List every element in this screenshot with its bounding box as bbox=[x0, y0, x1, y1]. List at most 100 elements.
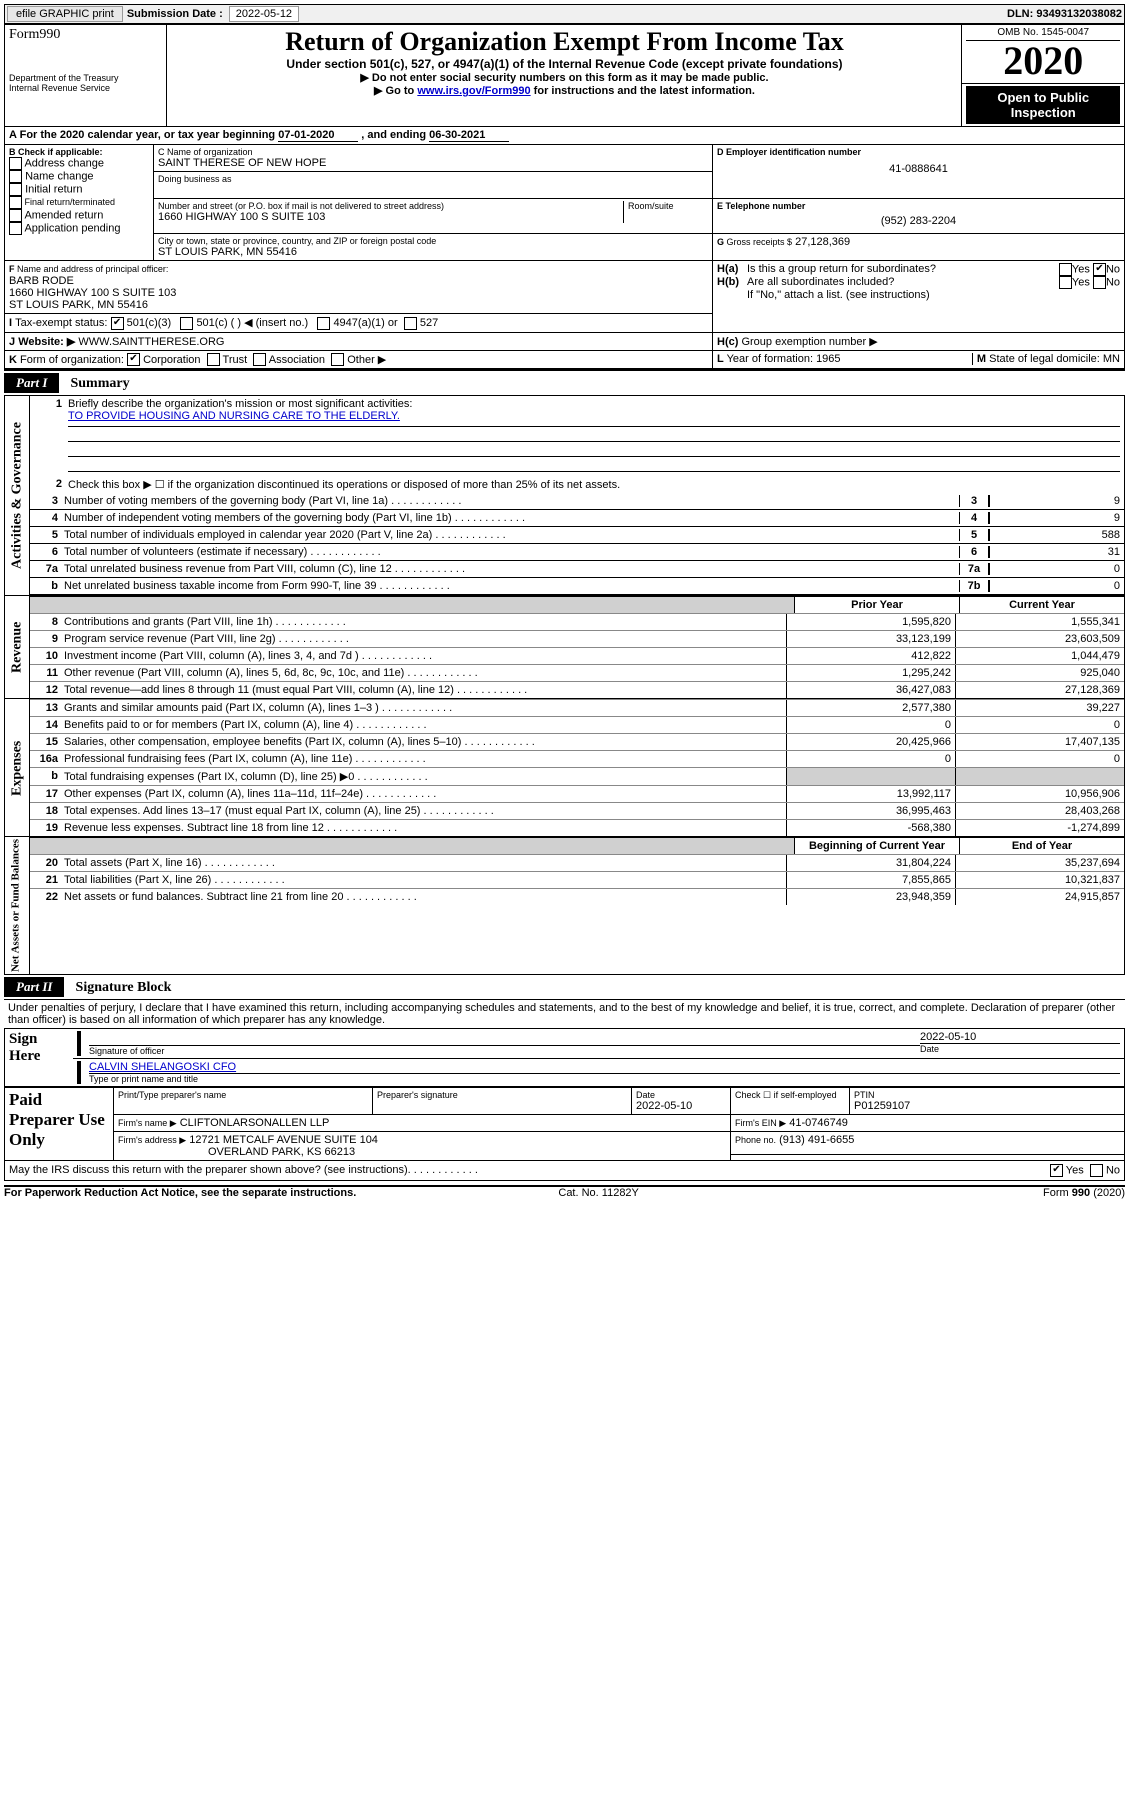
ein-value: 41-0888641 bbox=[717, 157, 1120, 181]
preparer-date: 2022-05-10 bbox=[636, 1100, 726, 1112]
signature-table: Sign Here Signature of officer 2022-05-1… bbox=[4, 1028, 1125, 1087]
hb-note: If "No," attach a list. (see instruction… bbox=[717, 289, 1120, 301]
efile-print-button[interactable]: efile GRAPHIC print bbox=[7, 6, 123, 22]
officer-label: Name and address of principal officer: bbox=[17, 264, 168, 274]
chk-application-pending[interactable]: Application pending bbox=[9, 222, 149, 235]
cat-no: Cat. No. 11282Y bbox=[558, 1187, 639, 1199]
chk-assoc[interactable] bbox=[253, 353, 266, 366]
firm-phone-label: Phone no. bbox=[735, 1135, 776, 1145]
phone-value: (952) 283-2204 bbox=[717, 211, 1120, 231]
ha-label: Is this a group return for subordinates? bbox=[747, 263, 1059, 276]
line2-text: Check this box ▶ ☐ if the organization d… bbox=[68, 478, 1120, 491]
form-subtitle: Under section 501(c), 527, or 4947(a)(1)… bbox=[171, 57, 957, 71]
mission-text[interactable]: TO PROVIDE HOUSING AND NURSING CARE TO T… bbox=[68, 410, 400, 422]
hb-yes[interactable] bbox=[1059, 276, 1072, 289]
part1-table: Activities & Governance 1Briefly describ… bbox=[4, 395, 1125, 975]
summary-row: 3 Number of voting members of the govern… bbox=[30, 493, 1124, 510]
financial-row: 12Total revenue—add lines 8 through 11 (… bbox=[30, 681, 1124, 698]
financial-row: 11Other revenue (Part VIII, column (A), … bbox=[30, 664, 1124, 681]
chk-527[interactable] bbox=[404, 317, 417, 330]
hb-no[interactable] bbox=[1093, 276, 1106, 289]
form990-link[interactable]: www.irs.gov/Form990 bbox=[417, 85, 530, 97]
chk-corp[interactable] bbox=[127, 353, 140, 366]
chk-name-change[interactable]: Name change bbox=[9, 170, 149, 183]
city-label: City or town, state or province, country… bbox=[158, 236, 708, 246]
ein-label: Employer identification number bbox=[726, 147, 861, 157]
ha-yes[interactable] bbox=[1059, 263, 1072, 276]
form-title: Return of Organization Exempt From Incom… bbox=[171, 27, 957, 57]
firm-addr1: 12721 METCALF AVENUE SUITE 104 bbox=[189, 1134, 378, 1146]
officer-sig-name[interactable]: CALVIN SHELANGOSKI CFO bbox=[89, 1061, 236, 1073]
chk-4947[interactable] bbox=[317, 317, 330, 330]
phone-label: Telephone number bbox=[726, 201, 806, 211]
sign-here-label: Sign Here bbox=[9, 1031, 69, 1065]
submission-date-value: 2022-05-12 bbox=[229, 6, 299, 22]
firm-phone: (913) 491-6655 bbox=[779, 1134, 854, 1146]
officer-addr2: ST LOUIS PARK, MN 55416 bbox=[9, 299, 148, 311]
financial-row: 10Investment income (Part VIII, column (… bbox=[30, 647, 1124, 664]
gross-receipts-label: Gross receipts $ bbox=[727, 237, 793, 247]
discuss-yes[interactable] bbox=[1050, 1164, 1063, 1177]
year-formation: 1965 bbox=[816, 353, 840, 365]
city-value: ST LOUIS PARK, MN 55416 bbox=[158, 246, 708, 258]
part1-title: Summary bbox=[70, 376, 129, 392]
chk-amended-return[interactable]: Amended return bbox=[9, 209, 149, 222]
financial-row: 18Total expenses. Add lines 13–17 (must … bbox=[30, 802, 1124, 819]
website-label: Website: ▶ bbox=[18, 336, 75, 348]
addr-value: 1660 HIGHWAY 100 S SUITE 103 bbox=[158, 211, 623, 223]
discuss-no[interactable] bbox=[1090, 1164, 1103, 1177]
col-prior-year: Prior Year bbox=[794, 597, 959, 613]
gross-receipts-value: 27,128,369 bbox=[795, 236, 850, 248]
check-applicable-label: Check if applicable: bbox=[18, 147, 103, 157]
chk-final-return[interactable]: Final return/terminated bbox=[9, 196, 149, 209]
chk-other[interactable] bbox=[331, 353, 344, 366]
sig-name-label: Type or print name and title bbox=[89, 1074, 1120, 1084]
financial-row: bTotal fundraising expenses (Part IX, co… bbox=[30, 767, 1124, 785]
chk-address-change[interactable]: Address change bbox=[9, 157, 149, 170]
financial-row: 17Other expenses (Part IX, column (A), l… bbox=[30, 785, 1124, 802]
summary-row: 5 Total number of individuals employed i… bbox=[30, 527, 1124, 544]
chk-trust[interactable] bbox=[207, 353, 220, 366]
firm-addr2: OVERLAND PARK, KS 66213 bbox=[118, 1146, 355, 1158]
ha-no[interactable] bbox=[1093, 263, 1106, 276]
summary-row: b Net unrelated business taxable income … bbox=[30, 578, 1124, 595]
form-org-label: Form of organization: bbox=[20, 354, 124, 366]
org-name: SAINT THERESE OF NEW HOPE bbox=[158, 157, 708, 169]
form-number: 990 bbox=[39, 27, 60, 42]
dln-value: DLN: 93493132038082 bbox=[1007, 8, 1122, 20]
preparer-table: Paid Preparer Use Only Print/Type prepar… bbox=[4, 1087, 1125, 1161]
financial-row: 8Contributions and grants (Part VIII, li… bbox=[30, 613, 1124, 630]
officer-addr1: 1660 HIGHWAY 100 S SUITE 103 bbox=[9, 287, 176, 299]
chk-initial-return[interactable]: Initial return bbox=[9, 183, 149, 196]
perjury-declaration: Under penalties of perjury, I declare th… bbox=[4, 1000, 1125, 1028]
sig-officer-label: Signature of officer bbox=[89, 1046, 920, 1056]
chk-501c3[interactable] bbox=[111, 317, 124, 330]
form-header: Form990 Department of the Treasury Inter… bbox=[4, 24, 1125, 127]
discuss-row: May the IRS discuss this return with the… bbox=[4, 1161, 1125, 1181]
firm-name: CLIFTONLARSONALLEN LLP bbox=[180, 1117, 330, 1129]
part1-header: Part I Summary bbox=[4, 369, 1125, 395]
col-end-year: End of Year bbox=[959, 838, 1124, 854]
footer: For Paperwork Reduction Act Notice, see … bbox=[4, 1185, 1125, 1199]
tax-year: 2020 bbox=[966, 41, 1120, 81]
dept-irs: Internal Revenue Service bbox=[9, 83, 162, 93]
financial-row: 22Net assets or fund balances. Subtract … bbox=[30, 888, 1124, 905]
financial-row: 19Revenue less expenses. Subtract line 1… bbox=[30, 819, 1124, 836]
tax-exempt-label: Tax-exempt status: bbox=[15, 317, 107, 329]
top-bar: efile GRAPHIC print Submission Date : 20… bbox=[4, 4, 1125, 24]
tax-year-end: 06-30-2021 bbox=[429, 129, 509, 142]
instr-ssn: Do not enter social security numbers on … bbox=[171, 71, 957, 84]
financial-row: 9Program service revenue (Part VIII, lin… bbox=[30, 630, 1124, 647]
paperwork-notice: For Paperwork Reduction Act Notice, see … bbox=[4, 1187, 356, 1199]
state-domicile: MN bbox=[1103, 353, 1120, 365]
chk-501c[interactable] bbox=[180, 317, 193, 330]
org-name-label: Name of organization bbox=[167, 147, 253, 157]
financial-row: 16aProfessional fundraising fees (Part I… bbox=[30, 750, 1124, 767]
identity-block: B Check if applicable: Address change Na… bbox=[4, 144, 1125, 369]
instr-tail: for instructions and the latest informat… bbox=[531, 85, 755, 97]
ptin-value: P01259107 bbox=[854, 1100, 1120, 1112]
part2-title: Signature Block bbox=[76, 980, 172, 996]
side-net-assets: Net Assets or Fund Balances bbox=[5, 837, 30, 975]
line-a-mid: , and ending bbox=[358, 129, 429, 141]
financial-row: 13Grants and similar amounts paid (Part … bbox=[30, 699, 1124, 716]
